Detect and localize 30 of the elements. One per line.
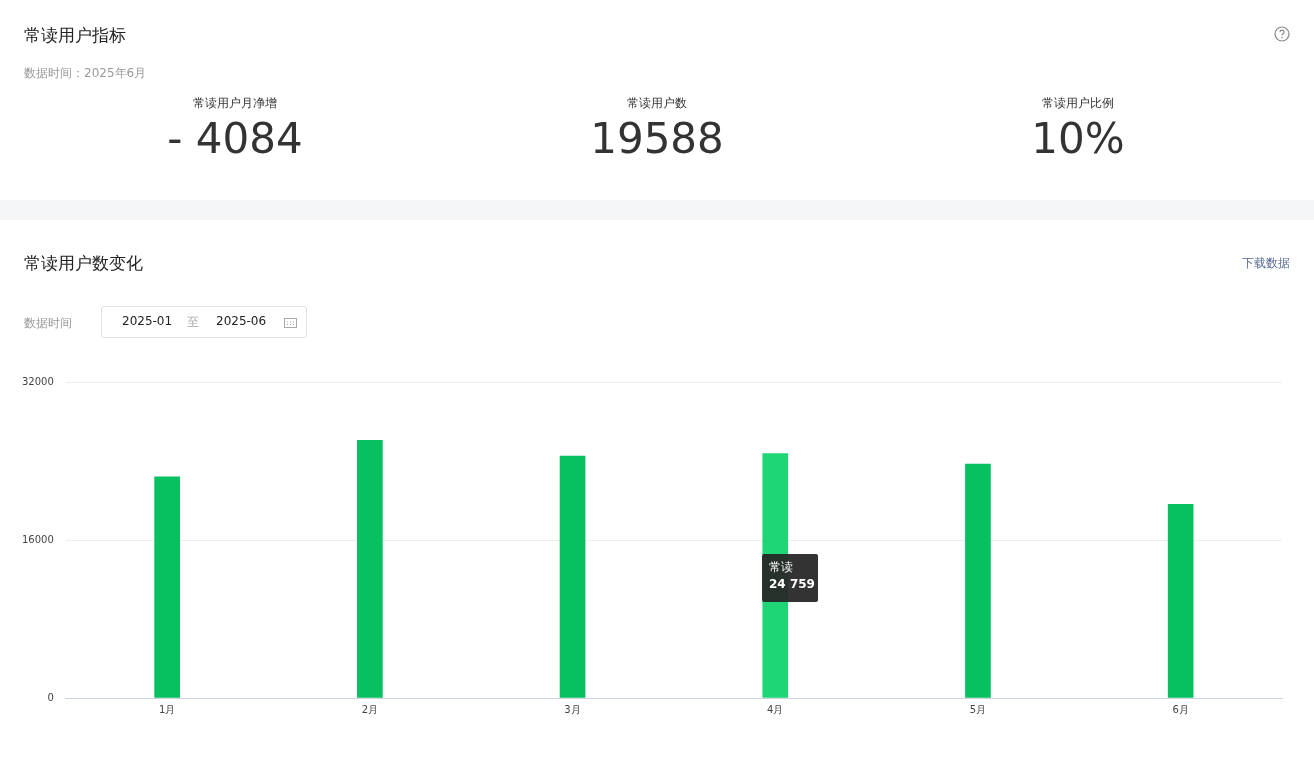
text: 2025-06 <box>216 314 267 328</box>
bar <box>1167 504 1194 698</box>
y-tick-label: 16000 <box>22 533 54 545</box>
text: 常读用户比例 <box>1041 95 1115 112</box>
annotation: 24 759 <box>769 577 815 591</box>
text: 常读用户月净增 <box>192 95 278 112</box>
x-tick-label: 6月 <box>1172 703 1189 715</box>
text: 常读用户指标 <box>24 24 126 47</box>
text: 常读用户数 <box>626 95 688 112</box>
x-tick-label: 1月 <box>158 703 176 715</box>
bar <box>357 439 383 698</box>
text: 数据时间：2025年6月 <box>24 65 147 82</box>
bar <box>154 476 180 698</box>
text: 10% <box>1030 114 1126 163</box>
text: 19588 <box>589 114 725 163</box>
y-tick-label: 32000 <box>22 375 54 387</box>
text: 至 <box>187 314 199 331</box>
bar <box>559 455 586 698</box>
text: 下载数据 <box>1242 255 1290 272</box>
y-tick-label: 0 <box>47 691 54 703</box>
chart-title: 常读用户数变化 <box>24 252 143 275</box>
x-tick-label: 4月 <box>767 703 784 715</box>
text: 数据时间 <box>24 315 72 332</box>
bar <box>965 463 991 698</box>
x-tick-label: 3月 <box>564 703 581 715</box>
x-tick-label: 5月 <box>969 703 987 715</box>
text: 2025-01 <box>122 314 173 328</box>
x-tick-label: 2月 <box>361 703 379 715</box>
annotation: 常读 <box>769 559 793 576</box>
text: - 4084 <box>166 114 304 163</box>
